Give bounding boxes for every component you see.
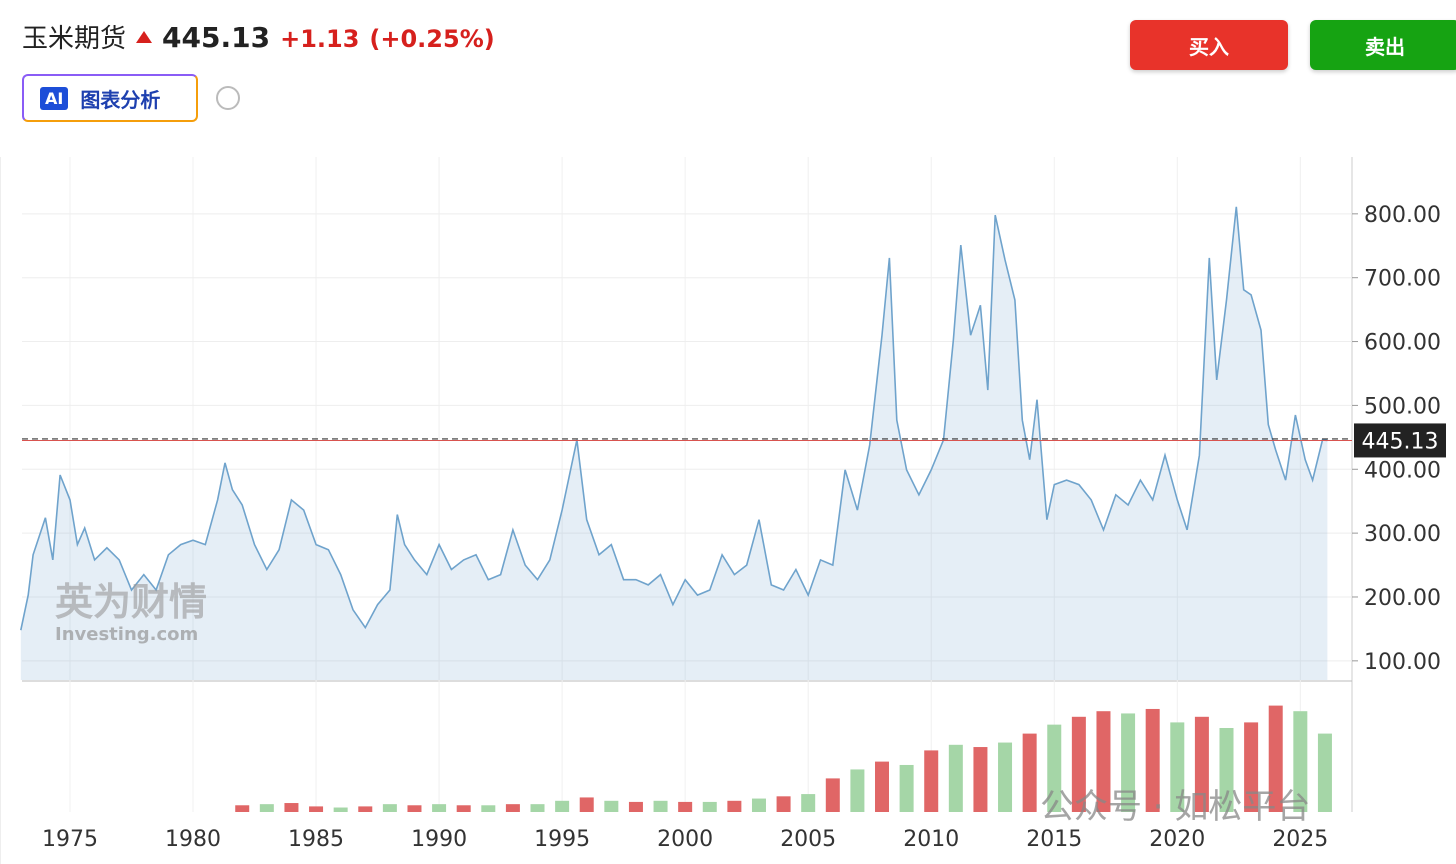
volume-bar: [1071, 716, 1086, 812]
x-tick-label: 1990: [411, 827, 467, 852]
x-tick-label: 1980: [165, 827, 221, 852]
x-tick-label: 2005: [780, 827, 836, 852]
watermark-wechat: 公众号 · 如松平台: [1040, 787, 1310, 827]
buy-button[interactable]: 买入: [1130, 20, 1288, 70]
volume-bar: [727, 800, 742, 812]
volume-bar: [284, 803, 299, 812]
volume-bar: [1244, 722, 1259, 812]
volume-bar: [456, 805, 471, 812]
x-tick-label: 2020: [1149, 827, 1205, 852]
volume-bar: [481, 805, 496, 812]
volume-bar: [358, 806, 373, 812]
volume-bar: [1121, 713, 1136, 812]
volume-bar: [653, 800, 668, 812]
sell-button[interactable]: 卖出: [1310, 20, 1456, 70]
x-tick-label: 1985: [288, 827, 344, 852]
volume-bar: [1096, 711, 1111, 812]
volume-bar: [382, 804, 397, 812]
volume-bar: [751, 798, 766, 812]
ai-badge: AI: [40, 86, 69, 110]
volume-bar: [259, 804, 274, 812]
last-price-label: 445.13: [1362, 429, 1439, 454]
price: 445.13: [162, 21, 271, 54]
volume-bar: [432, 804, 447, 812]
volume-bar: [1219, 728, 1234, 812]
volume-bar: [924, 750, 939, 812]
volume-bar: [875, 761, 890, 812]
last-price-box: [1354, 423, 1446, 458]
volume-bar: [1194, 716, 1209, 812]
volume-bar: [1047, 724, 1062, 812]
ai-label: 图表分析: [80, 87, 161, 112]
volume-bar: [899, 764, 914, 812]
volume-bar: [1317, 733, 1332, 812]
y-tick-label: 200.00: [1364, 586, 1441, 611]
y-tick-label: 500.00: [1364, 394, 1441, 419]
x-tick-label: 2015: [1026, 827, 1082, 852]
x-tick-label: 2010: [903, 827, 959, 852]
volume-bar: [505, 804, 520, 812]
volume-bar: [973, 747, 988, 812]
x-tick-label: 2000: [657, 827, 713, 852]
volume-bar: [333, 807, 348, 812]
volume-bar: [1268, 705, 1283, 812]
x-tick-label: 1975: [42, 827, 98, 852]
volume-bar: [850, 769, 865, 812]
y-tick-label: 300.00: [1364, 522, 1441, 547]
volume-bar: [801, 794, 816, 812]
y-tick-label: 100.00: [1364, 650, 1441, 675]
volume-bar: [776, 796, 791, 812]
volume-bar: [407, 805, 422, 812]
volume-bar: [678, 801, 693, 812]
y-tick-label: 400.00: [1364, 458, 1441, 483]
volume-bar: [1170, 722, 1185, 812]
volume-bar: [628, 801, 643, 812]
volume-bar: [555, 800, 570, 812]
volume-bar: [825, 778, 840, 812]
volume-bar: [998, 742, 1013, 812]
watermark-cn: 英为财情: [55, 580, 207, 624]
volume-bar: [948, 744, 963, 812]
info-icon[interactable]: [216, 86, 240, 110]
x-tick-label: 1995: [534, 827, 590, 852]
change: +1.13: [280, 25, 360, 53]
watermark-en: Investing.com: [55, 624, 198, 645]
ai-analysis-button[interactable]: AI 图表分析: [22, 74, 198, 122]
y-tick-label: 800.00: [1364, 203, 1441, 228]
price-area: [20, 206, 1328, 681]
x-tick-label: 2025: [1272, 827, 1328, 852]
price-line: [20, 206, 1328, 631]
volume-bar: [1022, 733, 1037, 812]
volume-bar: [1293, 711, 1308, 812]
header: 玉米期货 445.13 +1.13 (+0.25%): [22, 18, 495, 55]
y-tick-label: 600.00: [1364, 331, 1441, 356]
instrument-title: 玉米期货: [22, 24, 127, 54]
volume-bar: [702, 801, 717, 812]
volume-bar: [604, 800, 619, 812]
change-pct: (+0.25%): [369, 25, 495, 53]
up-arrow: [136, 30, 153, 43]
volume-bar: [235, 805, 250, 812]
volume-bar: [309, 806, 324, 812]
volume-bar: [579, 797, 594, 812]
volume-bar: [530, 804, 545, 812]
volume-bar: [1145, 708, 1160, 812]
y-tick-label: 700.00: [1364, 267, 1441, 292]
